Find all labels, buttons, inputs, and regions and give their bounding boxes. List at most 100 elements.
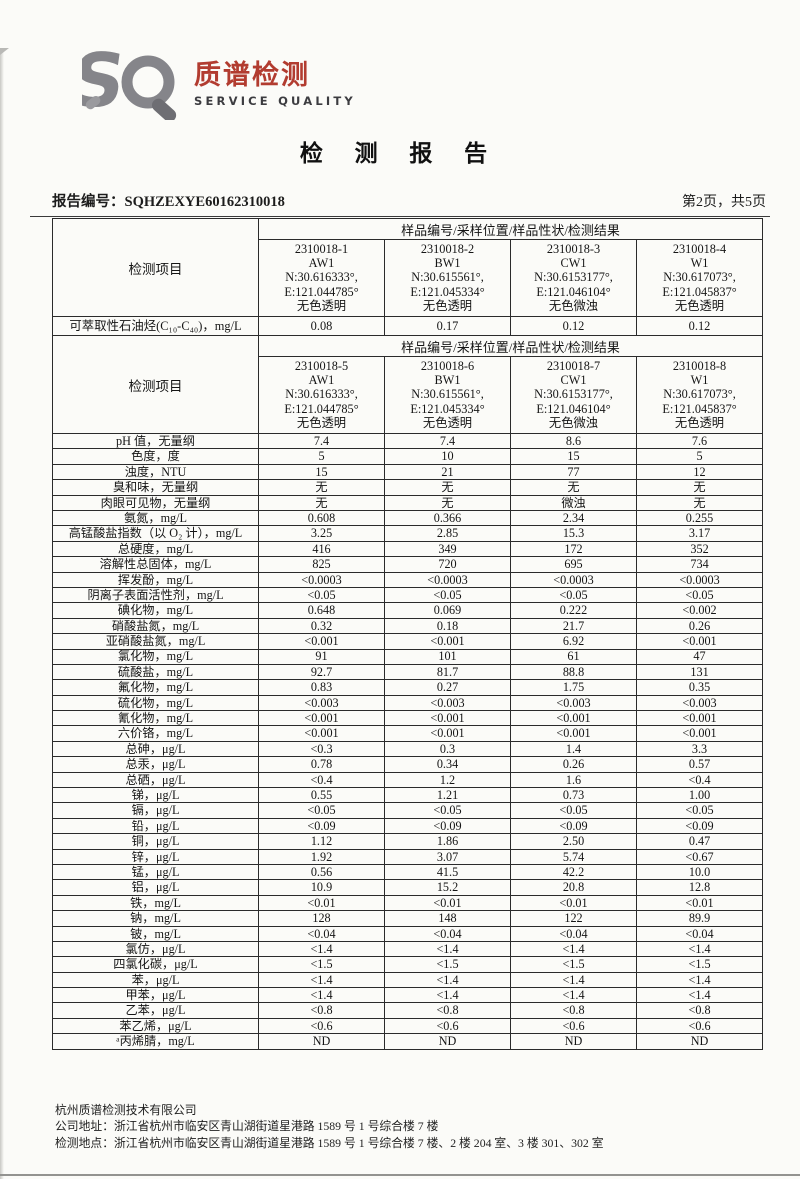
result-value: 7.4 xyxy=(258,433,385,450)
param-label: 锑，μg/L xyxy=(52,787,259,804)
result-value: 42.2 xyxy=(510,863,637,881)
table-row: 氨氮，mg/L 0.608 0.366 2.34 0.255 xyxy=(52,509,764,527)
sample-info-cell: 2310018-8 W1 N:30.617073°, E:121.045837° 无色透… xyxy=(635,356,764,435)
sample-header-row: 检测项目 样品编号/采样位置/样品性状/检测结果 xyxy=(52,335,764,435)
result-value: 7.6 xyxy=(635,433,764,450)
sample-info-line: CW1 xyxy=(560,373,587,388)
result-value: <0.8 xyxy=(258,1002,385,1019)
result-value: 20.8 xyxy=(510,879,637,896)
result-value: 0.12 xyxy=(510,316,637,337)
result-value: 0.366 xyxy=(384,509,511,527)
result-value: <1.4 xyxy=(510,971,637,989)
sample-info-line: N:30.6153177°, xyxy=(534,270,613,285)
param-label: 甲苯，μg/L xyxy=(52,987,259,1004)
result-value: 41.5 xyxy=(384,863,511,881)
result-value: 0.56 xyxy=(258,863,385,881)
sample-info-line: N:30.617073°, xyxy=(663,270,736,285)
result-value: <0.0003 xyxy=(635,571,764,588)
table-row: 氟化物，mg/L 0.83 0.27 1.75 0.35 xyxy=(52,679,764,696)
param-label: 苯乙烯，μg/L xyxy=(52,1017,259,1035)
sample-info-line: 无色透明 xyxy=(422,298,473,313)
sample-info-cell: 2310018-7 CW1 N:30.6153177°, E:121.046104° 无… xyxy=(510,356,637,435)
result-value: ND xyxy=(510,1033,637,1050)
sample-info-line: E:121.045334° xyxy=(410,284,485,299)
sample-info-line: N:30.616333°, xyxy=(285,270,358,285)
result-value: <0.05 xyxy=(384,802,511,819)
param-label: 高锰酸盐指数（以 O₂ 计），mg/L xyxy=(52,525,259,542)
result-value: <0.8 xyxy=(384,1002,511,1019)
table-row: 阴离子表面活性剂，mg/L <0.05 <0.05 <0.05 <0.05 xyxy=(52,586,764,604)
result-value: 无 xyxy=(635,494,764,511)
result-value: 0.069 xyxy=(384,602,511,619)
sample-info-cell: 2310018-1 AW1 N:30.616333°, E:121.044785° 无色… xyxy=(258,238,385,318)
param-label: 氰化物，mg/L xyxy=(52,710,259,727)
scan-edge-bottom xyxy=(0,1174,800,1176)
result-value: <0.001 xyxy=(258,710,385,727)
report-number-label: 报告编号： xyxy=(52,194,125,210)
result-value: <0.05 xyxy=(635,802,764,819)
sample-header-row: 检测项目 样品编号/采样位置/样品性状/检测结果 xyxy=(52,217,764,318)
result-value: 无 xyxy=(635,479,764,496)
sample-info-line: 无色微浊 xyxy=(548,298,599,313)
result-value: <0.0003 xyxy=(258,571,385,588)
result-value: 0.12 xyxy=(635,316,764,337)
param-label: 铜，μg/L xyxy=(52,833,259,850)
result-value: 15 xyxy=(510,448,637,465)
table-row: 臭和味，无量纲无无无无 xyxy=(52,479,764,496)
company-logo: S 质谱检测 SERVICE QUALITY xyxy=(82,48,770,120)
result-value: <0.05 xyxy=(258,586,385,604)
table-row: 高锰酸盐指数（以 O₂ 计），mg/L 3.25 2.85 15.3 3.17 xyxy=(52,525,764,542)
block2-results: pH 值，无量纲 7.4 7.4 8.6 7.6 色度，度 5 10 15 5 浊度，NTU 15 21… xyxy=(52,433,764,1050)
result-value: <0.001 xyxy=(384,725,511,742)
result-value: <1.4 xyxy=(635,971,764,989)
result-value: 21 xyxy=(384,463,511,481)
result-value: <1.5 xyxy=(258,956,385,973)
footer-test-location: 检测地点：浙江省杭州市临安区青山湖街道星港路 1589 号 1 号综合楼 7 楼… xyxy=(55,1135,604,1150)
result-value: 0.78 xyxy=(258,756,385,773)
param-label: 硝酸盐氮，mg/L xyxy=(52,617,259,635)
table-row: 总汞，μg/L 0.78 0.34 0.26 0.57 xyxy=(52,756,764,773)
sample-info-line: N:30.616333°, xyxy=(285,387,358,402)
result-value: <0.001 xyxy=(510,725,637,742)
result-value: 0.18 xyxy=(384,617,511,635)
result-value: 172 xyxy=(510,540,637,558)
param-label: 铍，mg/L xyxy=(52,925,259,942)
param-label: 色度，度 xyxy=(52,448,259,465)
result-value: 1.92 xyxy=(258,848,385,865)
result-value: <1.4 xyxy=(258,940,385,958)
sample-info-line: N:30.615561°, xyxy=(411,270,484,285)
result-value: <0.01 xyxy=(384,894,511,912)
result-value: 10.9 xyxy=(258,879,385,896)
page-title: 检 测 报 告 xyxy=(299,141,501,166)
result-value: <0.01 xyxy=(635,894,764,912)
sample-info-line: E:121.046104° xyxy=(536,284,611,299)
report-page: S 质谱检测 SERVICE QUALITY 检 测 报 告 报告编号：SQHZ… xyxy=(0,48,800,1151)
table-row: 铜，μg/L 1.12 1.86 2.50 0.47 xyxy=(52,833,764,850)
result-value: 825 xyxy=(258,556,385,573)
table-row: 锑，μg/L 0.55 1.21 0.73 1.00 xyxy=(52,787,764,804)
report-footer: 杭州质谱检测技术有限公司 公司地址：浙江省杭州市临安区青山湖街道星港路 1589… xyxy=(55,1102,770,1152)
sample-info-line: 无色微浊 xyxy=(548,415,599,430)
result-value: 5 xyxy=(635,448,764,465)
table-row: 氯化物，mg/L 91 101 61 47 xyxy=(52,648,764,665)
result-value: <0.05 xyxy=(510,802,637,819)
result-value: <0.0003 xyxy=(510,571,637,588)
result-value: <1.5 xyxy=(384,956,511,973)
sample-info-row: 2310018-1 AW1 N:30.616333°, E:121.044785° 无色… xyxy=(53,238,764,318)
table-row: 总砷，μg/L <0.3 0.3 1.4 3.3 xyxy=(52,740,764,758)
table-row: 乙苯，μg/L <0.8 <0.8 <0.8 <0.8 xyxy=(52,1002,764,1019)
result-value: 0.08 xyxy=(258,316,385,337)
result-value: 无 xyxy=(384,494,511,511)
sample-info-line: 2310018-8 xyxy=(672,359,727,374)
sample-info-line: CW1 xyxy=(560,256,587,271)
param-label: 挥发酚，mg/L xyxy=(52,571,259,588)
scan-corner-artifact xyxy=(0,48,9,55)
sample-info-line: 无色透明 xyxy=(674,298,725,313)
result-value: 1.00 xyxy=(635,787,764,804)
result-value: <0.6 xyxy=(258,1017,385,1035)
sample-info-line: 2310018-4 xyxy=(672,242,727,256)
result-value: 1.12 xyxy=(258,833,385,850)
result-value: 349 xyxy=(384,540,511,558)
param-label: 锰，μg/L xyxy=(52,863,259,881)
result-value: <1.4 xyxy=(384,987,511,1004)
